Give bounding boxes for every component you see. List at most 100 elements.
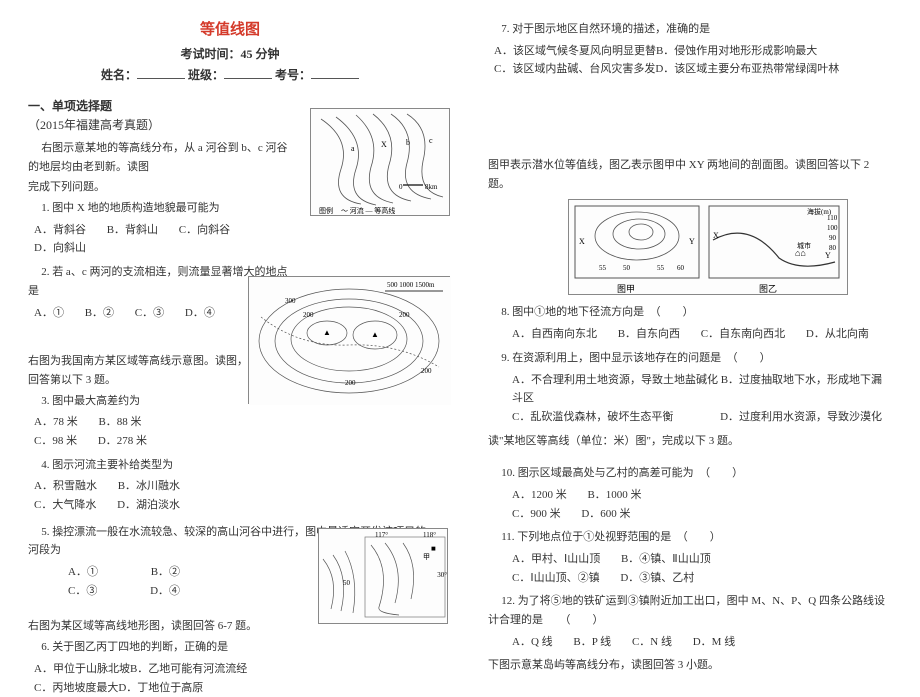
svg-text:■: ■ <box>431 544 436 553</box>
q9-options: A．不合理利用土地资源，导致土地盐碱化 B．过度抽取地下水，形成地下漏斗区 C．… <box>512 371 892 427</box>
q8-a: A．自西南向东北 <box>512 325 597 344</box>
svg-text:200: 200 <box>303 311 314 319</box>
svg-text:100: 100 <box>827 224 838 232</box>
figure-2: 500 1000 1500m 300 200 200 200 200 ▲ ▲ <box>248 276 450 404</box>
svg-text:c: c <box>429 136 433 145</box>
q7-options: A．该区域气候冬夏风向明显更替B．侵蚀作用对地形形成影响最大 C．该区域内盐碱、… <box>494 42 892 79</box>
q4-options: A．积雪融水 B．冰川融水 C．大气降水 D．湖泊淡水 <box>34 477 258 514</box>
intro-6: 下图示意某岛屿等高线分布，读图回答 3 小题。 <box>488 656 892 675</box>
svg-text:b: b <box>406 138 410 147</box>
q10: 10. 图示区域最高处与乙村的高差可能为 （ ） <box>488 464 892 483</box>
q10-a: A．1200 米 <box>512 486 567 505</box>
q7: 7. 对于图示地区自然环境的描述，准确的是 <box>488 20 892 39</box>
svg-text:⌂⌂: ⌂⌂ <box>795 248 806 258</box>
id-label: 考号： <box>275 68 311 82</box>
q2-a: A．① <box>34 304 64 323</box>
q6-options: A．甲位于山脉北坡B．乙地可能有河流流经 C．丙地坡度最大D．丁地位于高原 <box>34 660 318 697</box>
doc-title: 等值线图 <box>28 18 432 39</box>
svg-text:50: 50 <box>623 264 631 272</box>
svg-text:200: 200 <box>399 311 410 319</box>
q9-c: C．乱砍滥伐森林，破坏生态平衡 D．过度利用水资源，导致沙漠化 <box>512 408 892 427</box>
q6-c: C．丙地坡度最大D．丁地位于高原 <box>34 679 318 697</box>
q5-a: A．① <box>68 563 98 582</box>
q11: 11. 下列地点位于①处视野范围的是 （ ） <box>488 528 892 547</box>
svg-text:8km: 8km <box>425 183 438 191</box>
svg-text:90: 90 <box>829 234 837 242</box>
q12: 12. 为了将⑤地的铁矿运到③镇附近加工出口，图中 M、N、P、Q 四条公路线设… <box>488 592 892 629</box>
q3: 3. 图中最大高差约为 <box>28 392 258 411</box>
q3-options: A．78 米 B．88 米 C．98 米 D．278 米 <box>34 413 258 450</box>
q6: 6. 关于图乙丙丁四地的判断，正确的是 <box>28 638 318 657</box>
svg-text:X: X <box>381 140 387 149</box>
q8-d: D．从北向南 <box>806 325 869 344</box>
q10-options: A．1200 米 B．1000 米 C．900 米 D．600 米 <box>512 486 892 523</box>
contour-map-1-svg: a X b c 08km 图例 ～ 河流 — 等高线 <box>311 109 451 217</box>
intro-1a: 右图示意某地的等高线分布，从 a 河谷到 b、c 河谷的地层均由老到新。读图 <box>28 139 298 176</box>
left-column: 等值线图 考试时间：45 分钟 姓名： 班级： 考号： 一、单项选择题 （201… <box>0 0 460 651</box>
contour-map-3-svg: 117° 118° ■ 甲 30° 50 <box>319 529 449 625</box>
q9: 9. 在资源利用上，图中显示该地存在的问题是 （ ） <box>488 349 892 368</box>
q3-b: B．88 米 <box>98 413 141 432</box>
id-blank <box>311 67 359 79</box>
q8-options: A．自西南向东北 B．自东向西 C．自东南向西北 D．从北向南 <box>512 325 892 344</box>
svg-text:300: 300 <box>285 297 296 305</box>
svg-text:117°: 117° <box>375 531 388 539</box>
q2-d: D．④ <box>185 304 215 323</box>
svg-text:55: 55 <box>657 264 665 272</box>
q8-c: C．自东南向西北 <box>701 325 785 344</box>
q9-a: A．不合理利用土地资源，导致土地盐碱化 B．过度抽取地下水，形成地下漏斗区 <box>512 371 892 408</box>
q10-c: C．900 米 <box>512 505 561 524</box>
info-line: 姓名： 班级： 考号： <box>28 66 432 83</box>
intro-4: 图甲表示潜水位等值线，图乙表示图甲中 XY 两地间的剖面图。读图回答以下 2 题… <box>488 156 892 193</box>
q1: 1. 图中 X 地的地质构造地貌最可能为 <box>28 199 298 218</box>
intro-2: 右图为我国南方某区域等高线示意图。读图，回答第以下 3 题。 <box>28 352 258 389</box>
q2-c: C．③ <box>135 304 164 323</box>
q1-d: D．向斜山 <box>34 239 86 258</box>
q7-c: C．该区域内盐碱、台风灾害多发D．该区域主要分布亚热带常绿阔叶林 <box>494 60 892 79</box>
q6-a: A．甲位于山脉北坡B．乙地可能有河流流经 <box>34 660 318 679</box>
figure-1: a X b c 08km 图例 ～ 河流 — 等高线 <box>310 108 450 216</box>
intro-3: 右图为某区域等高线地形图，读图回答 6-7 题。 <box>28 617 318 636</box>
q12-a: A．Q 线 <box>512 633 553 652</box>
name-label: 姓名： <box>101 68 137 82</box>
q1-b: B．背斜山 <box>107 221 158 240</box>
svg-text:a: a <box>351 144 355 153</box>
svg-text:图例: 图例 <box>319 206 333 215</box>
q11-d: D．③镇、乙村 <box>620 569 694 588</box>
name-blank <box>137 67 185 79</box>
intro-1b: 完成下列问题。 <box>28 178 298 197</box>
q11-b: B．④镇、Ⅱ山山顶 <box>621 550 711 569</box>
q12-b: B．P 线 <box>573 633 611 652</box>
q11-c: C．Ⅰ山山顶、②镇 <box>512 569 600 588</box>
q1-a: A．背斜谷 <box>34 221 86 240</box>
block-q6: 右图为某区域等高线地形图，读图回答 6-7 题。 6. 关于图乙丙丁四地的判断，… <box>28 617 318 697</box>
class-label: 班级： <box>188 68 224 82</box>
svg-text:118°: 118° <box>423 531 436 539</box>
svg-text:500 1000 1500m: 500 1000 1500m <box>387 281 435 289</box>
svg-text:图甲: 图甲 <box>617 284 635 294</box>
q11-a: A．甲村、Ⅰ山山顶 <box>512 550 600 569</box>
svg-text:200: 200 <box>421 367 432 375</box>
q7-a: A．该区域气候冬夏风向明显更替B．侵蚀作用对地形形成影响最大 <box>494 42 892 61</box>
svg-text:Y: Y <box>689 237 695 246</box>
q8-b: B．自东向西 <box>618 325 680 344</box>
q10-d: D．600 米 <box>581 505 630 524</box>
q11-options: A．甲村、Ⅰ山山顶 B．④镇、Ⅱ山山顶 C．Ⅰ山山顶、②镇 D．③镇、乙村 <box>512 550 892 587</box>
q5-c: C．③ <box>68 582 97 601</box>
svg-text:50: 50 <box>343 579 351 587</box>
q4: 4. 图示河流主要补给类型为 <box>28 456 258 475</box>
q1-c: C．向斜谷 <box>179 221 230 240</box>
q4-a: A．积雪融水 <box>34 477 97 496</box>
q5-d: D．④ <box>150 582 180 601</box>
q8: 8. 图中①地的地下径流方向是 （ ） <box>488 303 892 322</box>
svg-text:30°: 30° <box>437 571 447 579</box>
figure-4: X Y 55 50 55 60 图甲 X Y 城市 ⌂⌂ 海拔(m) 110 1… <box>568 199 848 295</box>
svg-text:X: X <box>713 231 719 240</box>
svg-text:200: 200 <box>345 379 356 387</box>
svg-text:110: 110 <box>827 214 838 222</box>
q12-d: D．M 线 <box>693 633 735 652</box>
svg-text:60: 60 <box>677 264 685 272</box>
svg-text:甲: 甲 <box>423 553 430 561</box>
class-blank <box>224 67 272 79</box>
svg-text:55: 55 <box>599 264 607 272</box>
